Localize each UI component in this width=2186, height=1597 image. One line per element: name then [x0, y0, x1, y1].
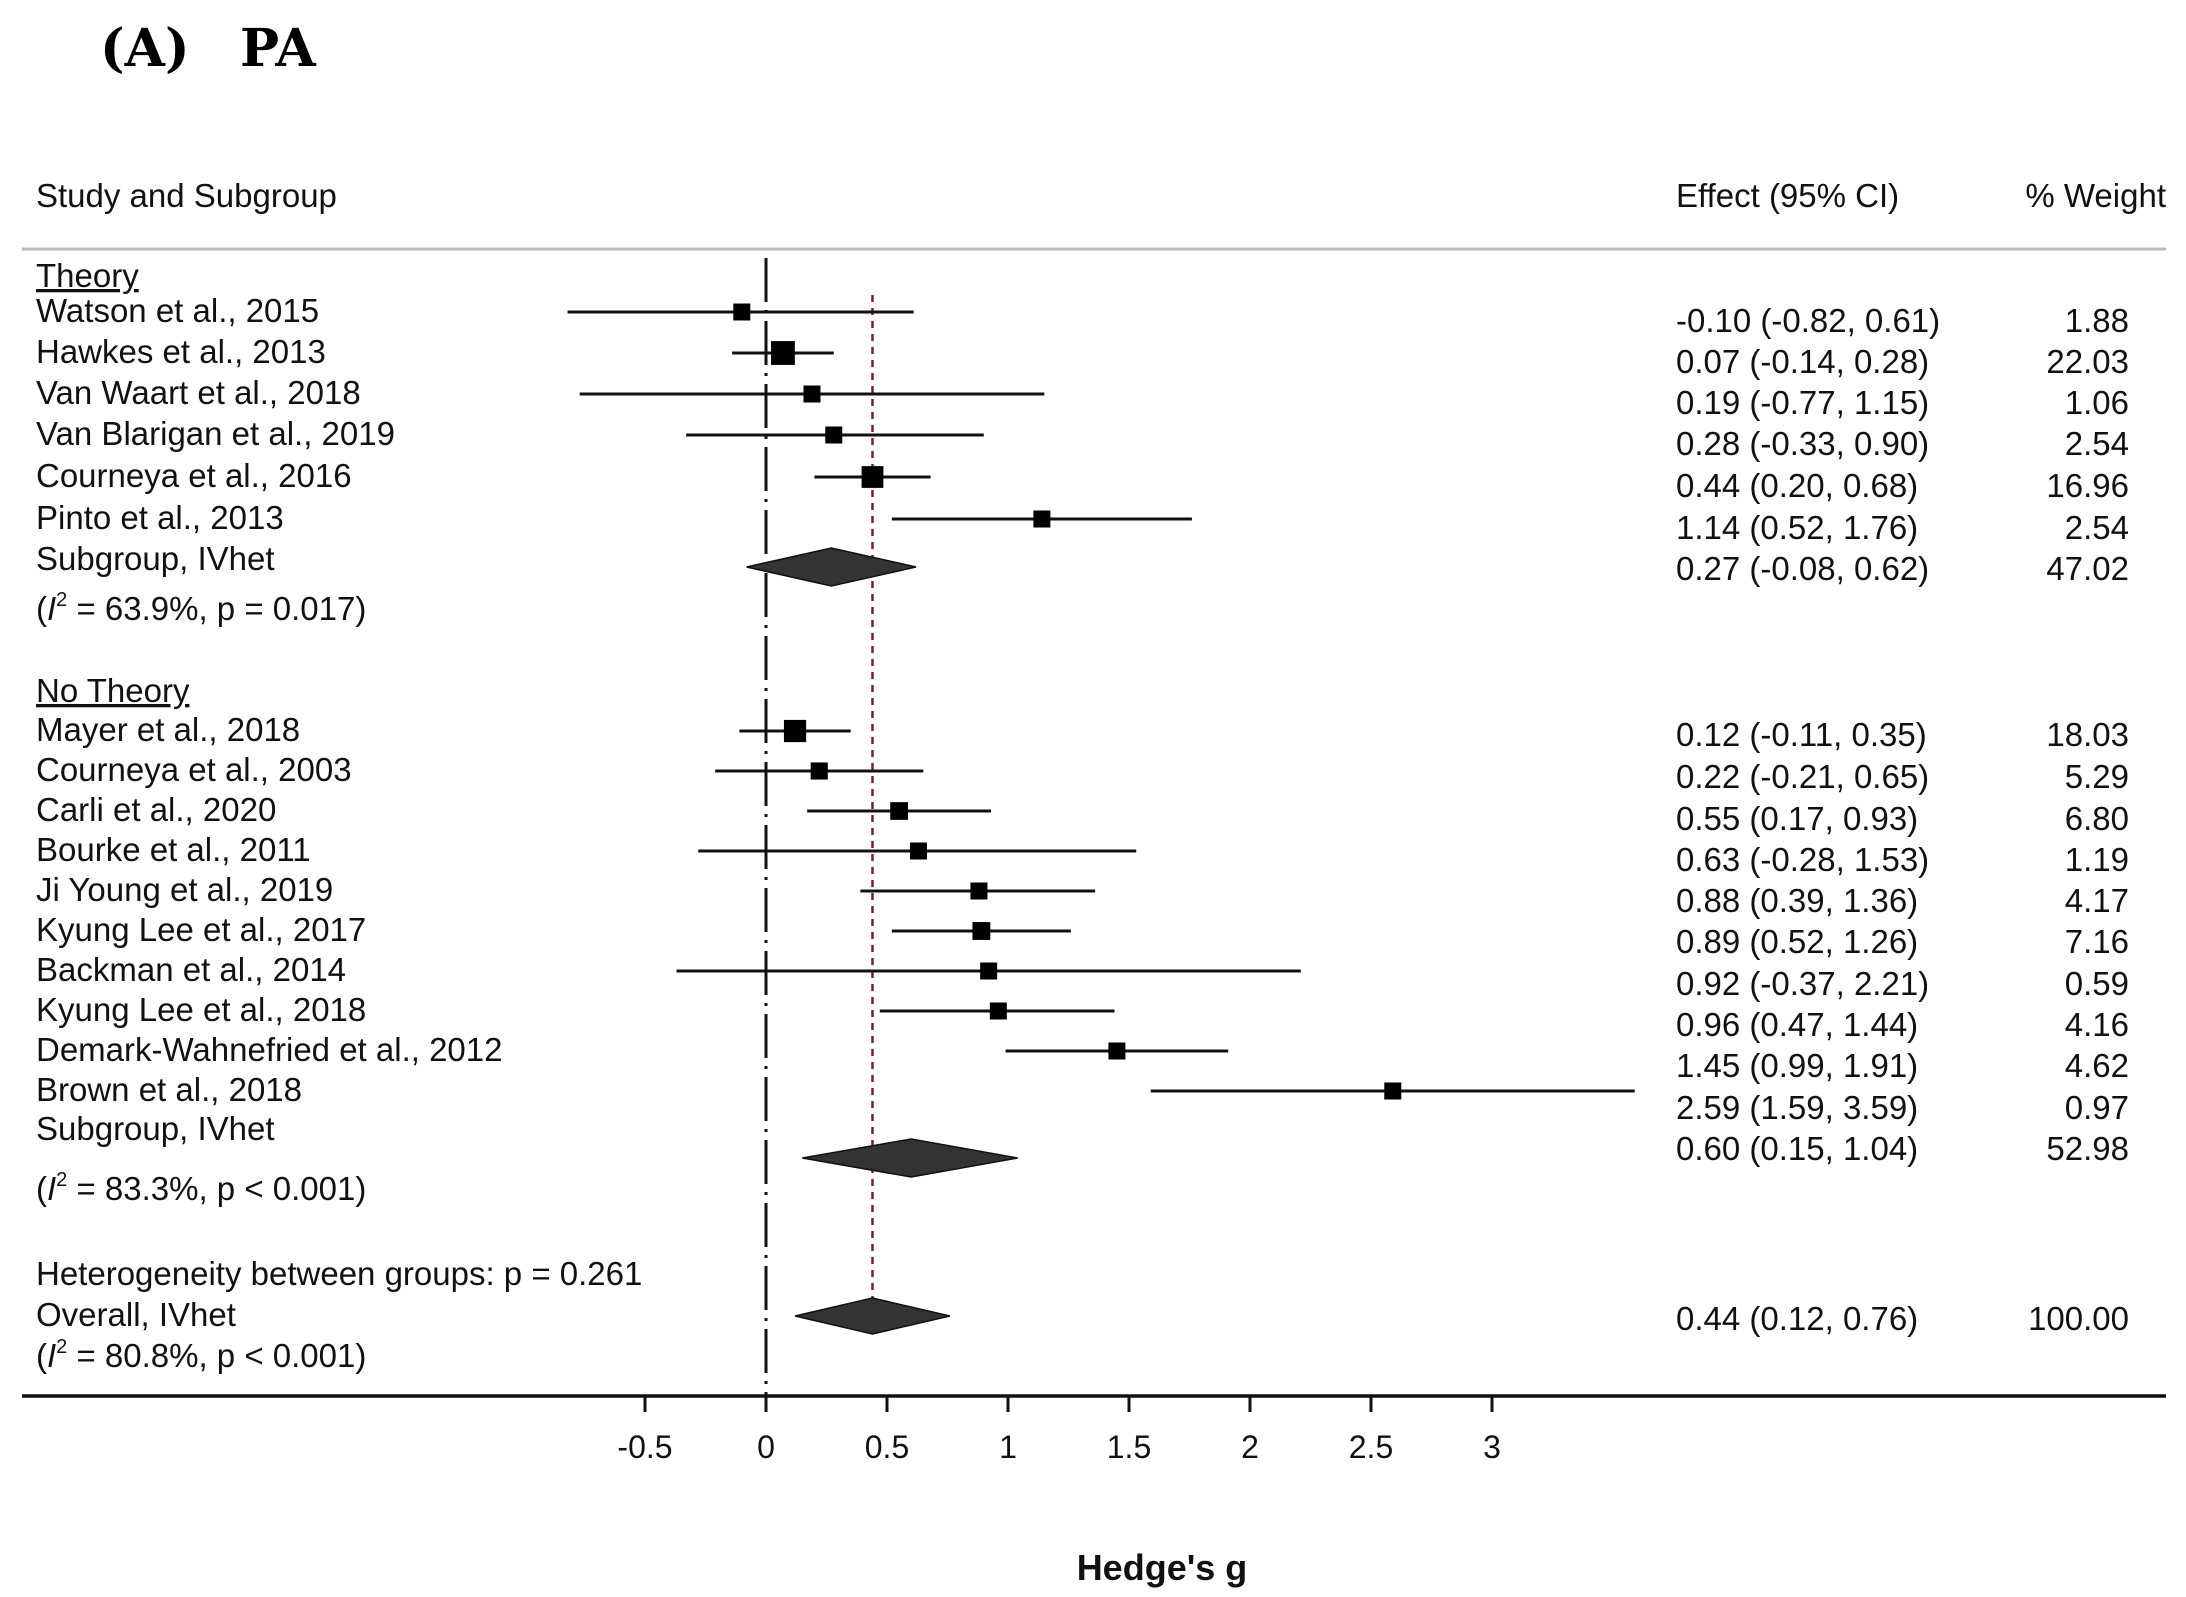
- study-label: Mayer et al., 2018: [36, 711, 300, 748]
- effect-column-header: Effect (95% CI): [1676, 177, 1899, 214]
- panel-title: PA: [240, 18, 316, 79]
- study-marker: [970, 882, 988, 900]
- subgroup-i2-text: (I2 = 83.3%, p < 0.001): [36, 1169, 366, 1207]
- study-marker: [861, 466, 884, 488]
- effect-ci-text: 0.96 (0.47, 1.44): [1676, 1006, 1918, 1043]
- study-marker: [825, 426, 843, 444]
- subgroup-weight-text: 52.98: [2046, 1130, 2129, 1167]
- x-tick-label: -0.5: [617, 1429, 672, 1465]
- study-marker: [989, 1002, 1007, 1020]
- study-column-header: Study and Subgroup: [36, 177, 337, 214]
- subgroup-header-theory: Theory: [36, 257, 139, 294]
- subgroup-diamond: [746, 547, 917, 587]
- effect-ci-text: 0.55 (0.17, 0.93): [1676, 800, 1918, 837]
- effect-ci-text: 0.44 (0.20, 0.68): [1676, 467, 1918, 504]
- weight-text: 0.97: [2065, 1089, 2129, 1126]
- x-tick-label: 2.5: [1349, 1429, 1393, 1465]
- study-marker: [1033, 510, 1051, 528]
- x-tick-label: 1.5: [1107, 1429, 1151, 1465]
- weight-text: 4.16: [2065, 1006, 2129, 1043]
- effect-ci-text: 0.88 (0.39, 1.36): [1676, 882, 1918, 919]
- weight-text: 22.03: [2046, 343, 2129, 380]
- panel-label: (A): [100, 18, 190, 79]
- study-marker: [803, 385, 821, 403]
- weight-text: 16.96: [2046, 467, 2129, 504]
- effect-ci-text: 0.92 (-0.37, 2.21): [1676, 965, 1929, 1002]
- study-label: Kyung Lee et al., 2017: [36, 911, 366, 948]
- overall-weight-text: 100.00: [2028, 1300, 2129, 1337]
- overall-effect-text: 0.44 (0.12, 0.76): [1676, 1300, 1918, 1337]
- study-marker: [810, 762, 828, 780]
- effect-ci-text: 0.28 (-0.33, 0.90): [1676, 425, 1929, 462]
- weight-text: 1.06: [2065, 384, 2129, 421]
- effect-ci-text: -0.10 (-0.82, 0.61): [1676, 302, 1940, 339]
- study-marker: [909, 842, 927, 860]
- effect-ci-text: 0.22 (-0.21, 0.65): [1676, 758, 1929, 795]
- subgroup-effect-text: 0.27 (-0.08, 0.62): [1676, 550, 1929, 587]
- subgroup-summary-label: Subgroup, IVhet: [36, 1110, 275, 1147]
- heterogeneity-between-text: Heterogeneity between groups: p = 0.261: [36, 1255, 642, 1292]
- x-axis-label: Hedge's g: [1077, 1547, 1248, 1588]
- study-marker: [972, 922, 991, 940]
- weight-text: 0.59: [2065, 965, 2129, 1002]
- effect-ci-text: 2.59 (1.59, 3.59): [1676, 1089, 1918, 1126]
- subgroup-summary-label: Subgroup, IVhet: [36, 540, 275, 577]
- weight-text: 18.03: [2046, 716, 2129, 753]
- overall-i2-text: (I2 = 80.8%, p < 0.001): [36, 1336, 366, 1374]
- weight-column-header: % Weight: [2025, 177, 2166, 214]
- weight-text: 4.17: [2065, 882, 2129, 919]
- study-label: Courneya et al., 2016: [36, 457, 352, 494]
- study-label: Backman et al., 2014: [36, 951, 346, 988]
- effect-ci-text: 0.12 (-0.11, 0.35): [1676, 716, 1927, 753]
- study-label: Kyung Lee et al., 2018: [36, 991, 366, 1028]
- weight-text: 1.19: [2065, 841, 2129, 878]
- study-label: Van Waart et al., 2018: [36, 374, 361, 411]
- study-label: Pinto et al., 2013: [36, 499, 284, 536]
- study-label: Ji Young et al., 2019: [36, 871, 333, 908]
- study-label: Courneya et al., 2003: [36, 751, 352, 788]
- subgroup-diamond: [802, 1138, 1018, 1178]
- x-tick-label: 2: [1241, 1429, 1259, 1465]
- study-label: Bourke et al., 2011: [36, 831, 311, 868]
- weight-text: 1.88: [2065, 302, 2129, 339]
- effect-ci-text: 1.14 (0.52, 1.76): [1676, 509, 1918, 546]
- study-label: Van Blarigan et al., 2019: [36, 415, 395, 452]
- effect-ci-text: 1.45 (0.99, 1.91): [1676, 1047, 1918, 1084]
- study-label: Demark-Wahnefried et al., 2012: [36, 1031, 503, 1068]
- overall-label: Overall, IVhet: [36, 1296, 236, 1333]
- subgroup-weight-text: 47.02: [2046, 550, 2129, 587]
- weight-text: 7.16: [2065, 923, 2129, 960]
- study-label: Hawkes et al., 2013: [36, 333, 326, 370]
- study-marker: [733, 303, 751, 321]
- subgroup-i2-text: (I2 = 63.9%, p = 0.017): [36, 589, 366, 627]
- study-marker: [783, 719, 807, 743]
- weight-text: 5.29: [2065, 758, 2129, 795]
- effect-ci-text: 0.07 (-0.14, 0.28): [1676, 343, 1929, 380]
- weight-text: 6.80: [2065, 800, 2129, 837]
- study-label: Carli et al., 2020: [36, 791, 276, 828]
- x-tick-label: 0.5: [865, 1429, 909, 1465]
- study-label: Watson et al., 2015: [36, 292, 319, 329]
- study-marker: [1108, 1042, 1126, 1060]
- x-tick-label: 3: [1483, 1429, 1501, 1465]
- study-marker: [771, 341, 795, 365]
- weight-text: 2.54: [2065, 425, 2129, 462]
- weight-text: 2.54: [2065, 509, 2129, 546]
- effect-ci-text: 0.89 (0.52, 1.26): [1676, 923, 1918, 960]
- x-tick-label: 0: [757, 1429, 775, 1465]
- subgroup-effect-text: 0.60 (0.15, 1.04): [1676, 1130, 1918, 1167]
- subgroup-header-no-theory: No Theory: [36, 672, 190, 709]
- study-marker: [1384, 1082, 1402, 1100]
- effect-ci-text: 0.63 (-0.28, 1.53): [1676, 841, 1929, 878]
- study-marker: [890, 802, 908, 820]
- study-label: Brown et al., 2018: [36, 1071, 302, 1108]
- effect-ci-text: 0.19 (-0.77, 1.15): [1676, 384, 1929, 421]
- x-tick-label: 1: [999, 1429, 1017, 1465]
- overall-diamond: [794, 1297, 951, 1335]
- study-marker: [980, 962, 998, 980]
- weight-text: 4.62: [2065, 1047, 2129, 1084]
